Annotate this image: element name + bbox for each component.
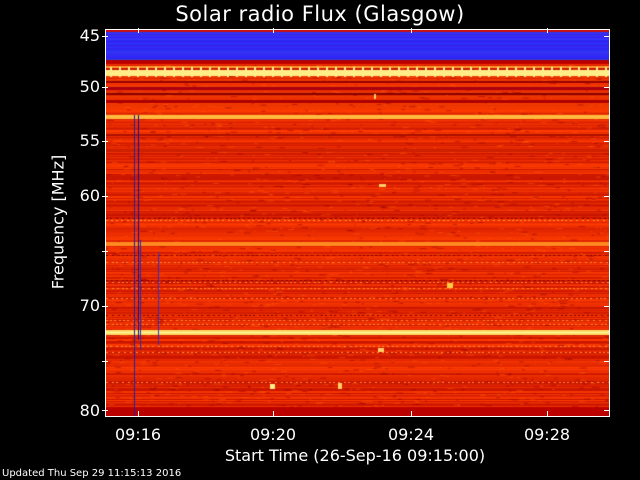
axis-tick xyxy=(138,411,139,417)
axis-tick xyxy=(604,361,610,362)
axis-tick xyxy=(547,28,548,33)
x-tick-label: 09:28 xyxy=(523,425,571,444)
x-tick-label: 09:20 xyxy=(249,425,297,444)
chart-title: Solar radio Flux (Glasgow) xyxy=(175,2,465,26)
axis-tick xyxy=(273,28,274,33)
axis-tick xyxy=(102,361,108,362)
axis-tick xyxy=(102,306,108,307)
axis-tick xyxy=(102,251,108,252)
axis-tick xyxy=(604,251,610,252)
y-tick-label: 45 xyxy=(79,26,100,45)
axis-tick xyxy=(411,28,412,33)
axis-tick xyxy=(604,306,610,307)
axis-tick xyxy=(102,410,108,411)
y-tick-label: 50 xyxy=(79,77,100,96)
y-tick-label: 60 xyxy=(79,186,100,205)
y-tick-label: 80 xyxy=(79,401,100,420)
axis-tick xyxy=(604,196,610,197)
updated-timestamp: Updated Thu Sep 29 11:15:13 2016 xyxy=(2,468,182,479)
spectrogram-canvas xyxy=(106,30,609,416)
y-tick-label: 55 xyxy=(79,131,100,150)
axis-tick xyxy=(604,36,610,37)
axis-tick xyxy=(604,87,610,88)
axis-tick xyxy=(273,411,274,417)
x-axis-title: Start Time (26-Sep-16 09:15:00) xyxy=(224,446,486,465)
axis-tick xyxy=(102,87,108,88)
axis-tick xyxy=(604,410,610,411)
x-tick-label: 09:16 xyxy=(114,425,162,444)
axis-tick xyxy=(102,141,108,142)
x-tick-label: 09:24 xyxy=(387,425,435,444)
y-tick-label: 70 xyxy=(79,296,100,315)
axis-tick xyxy=(411,411,412,417)
axis-tick xyxy=(547,411,548,417)
axis-tick xyxy=(102,36,108,37)
axis-tick xyxy=(138,28,139,33)
axis-tick xyxy=(102,196,108,197)
spectrogram-plot xyxy=(106,30,609,416)
y-axis-title-text: Frequency [MHz] xyxy=(48,154,68,290)
axis-tick xyxy=(604,141,610,142)
